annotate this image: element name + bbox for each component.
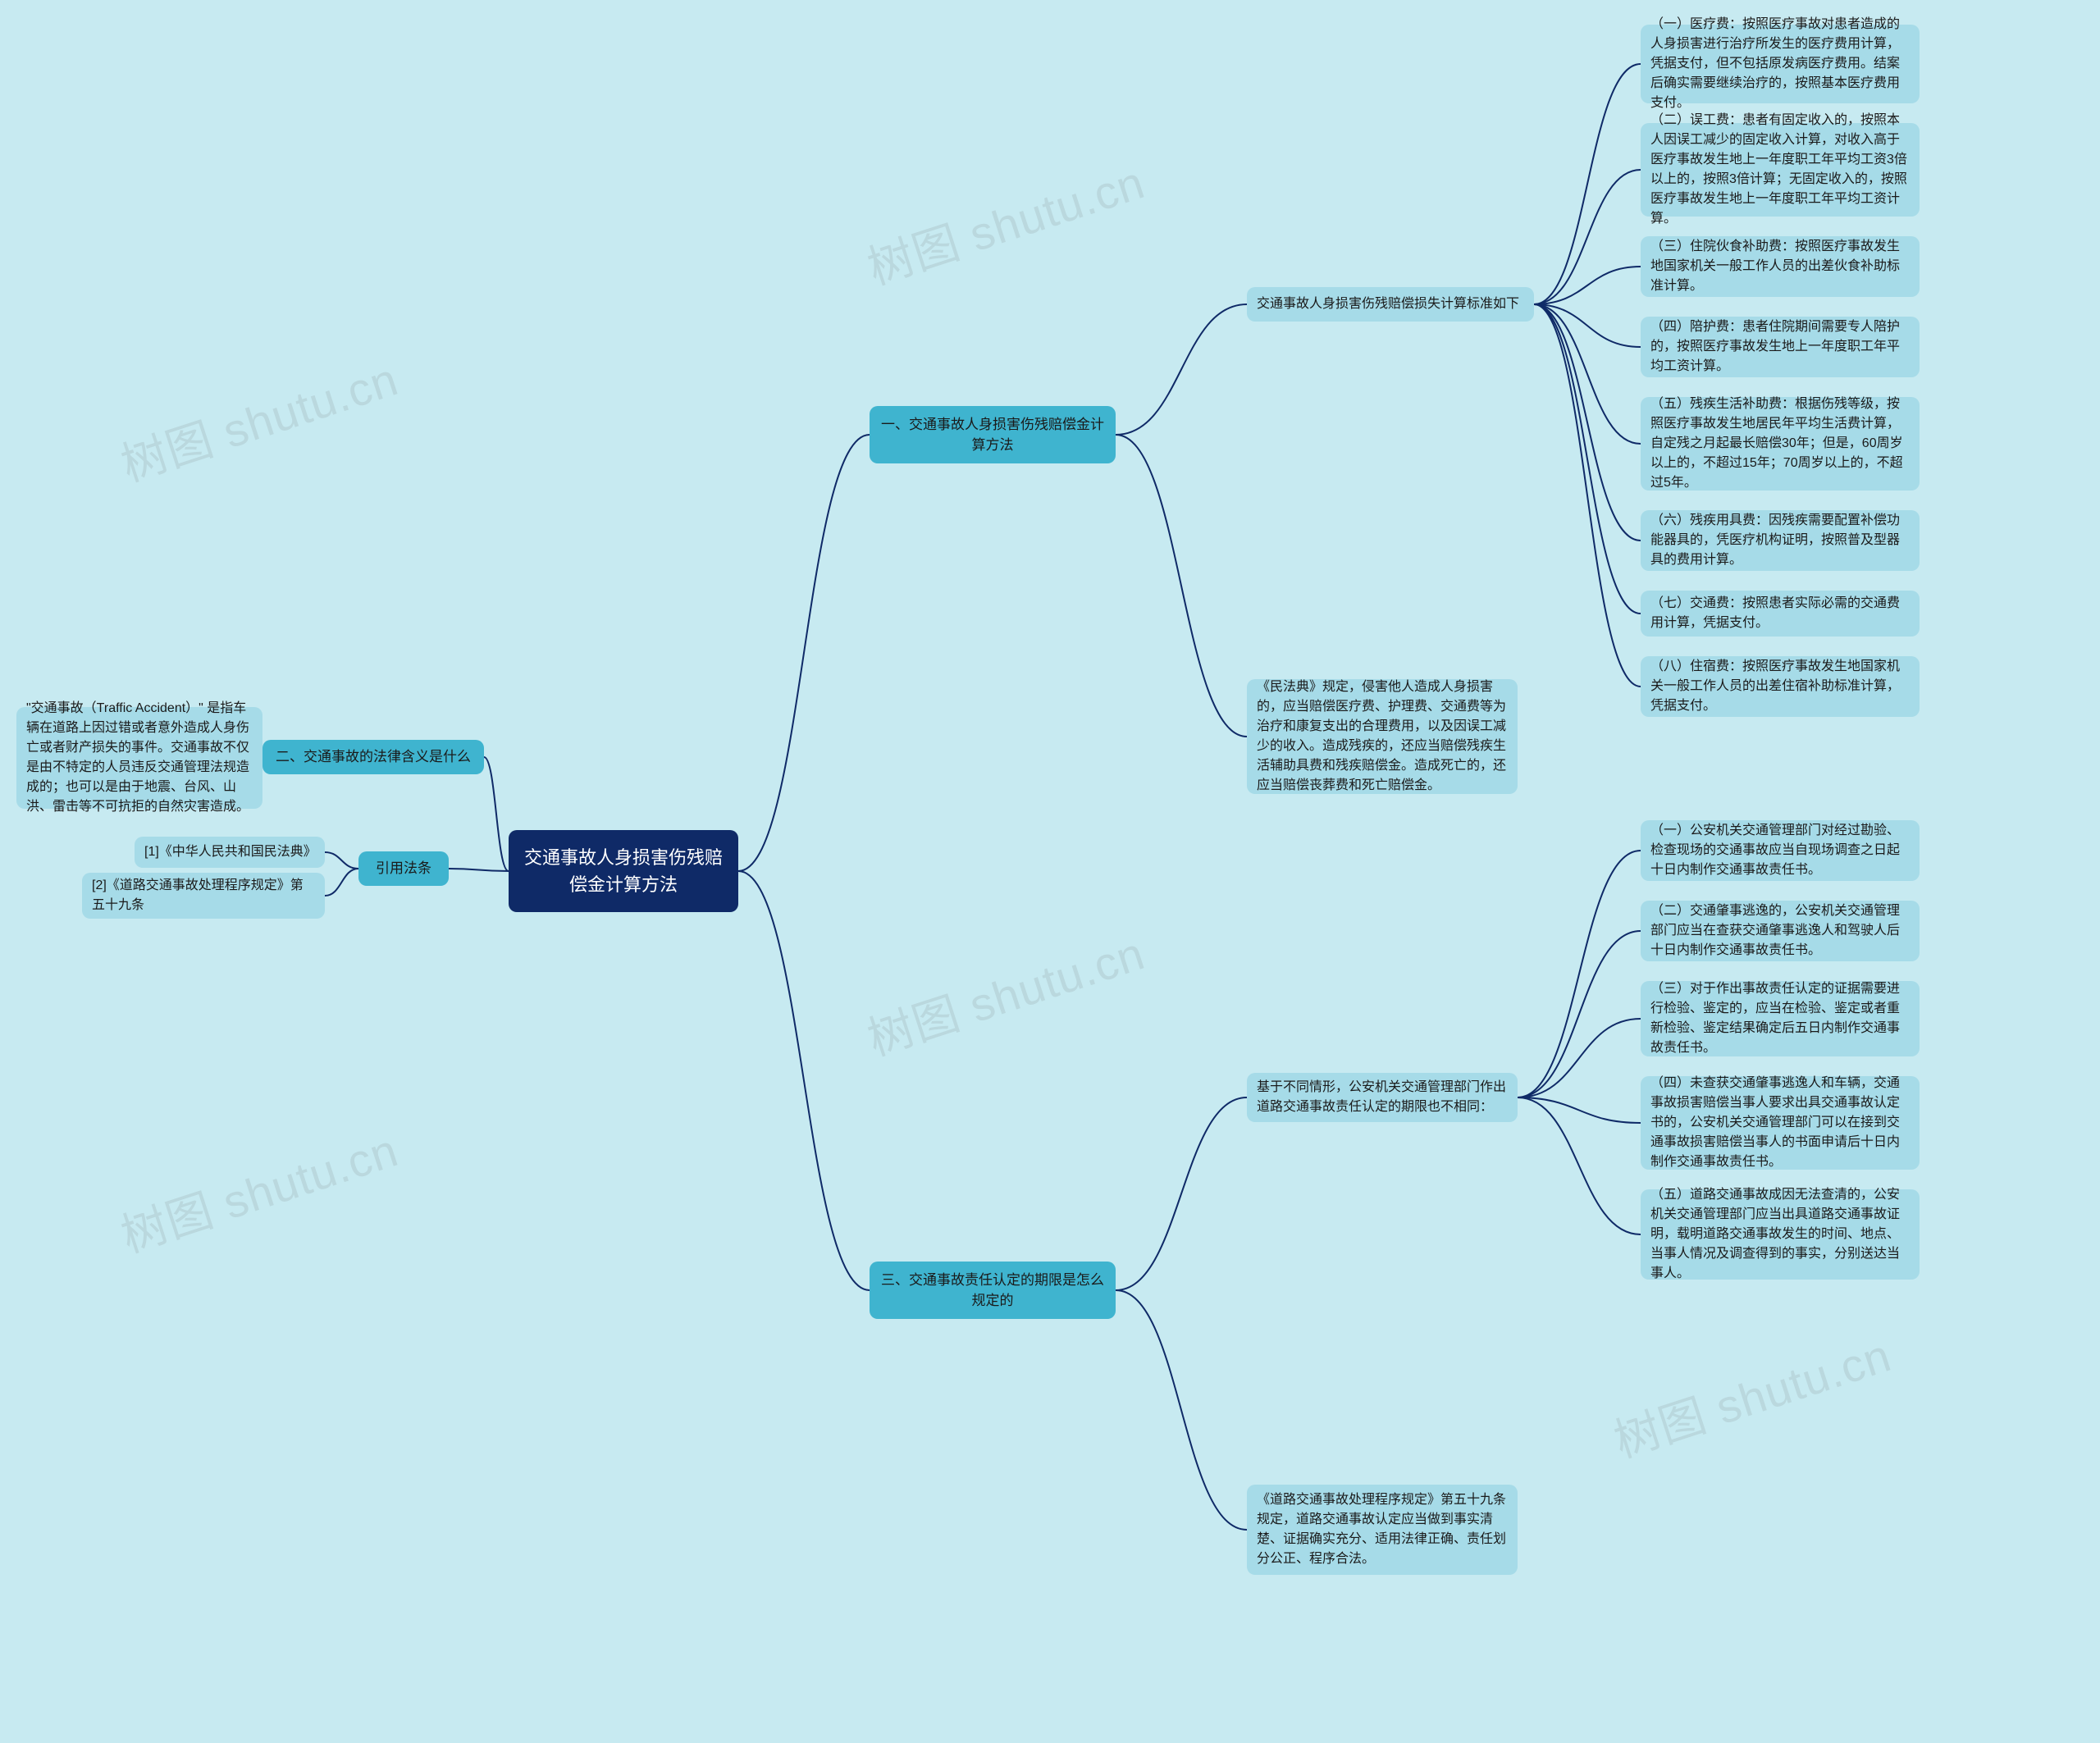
watermark: 树图 shutu.cn — [112, 343, 405, 495]
sub-label: 《民法典》规定，侵害他人造成人身损害的，应当赔偿医疗费、护理费、交通费等为治疗和… — [1257, 678, 1508, 796]
watermark: 树图 shutu.cn — [1605, 1319, 1898, 1471]
leaf-l12[interactable]: （一）公安机关交通管理部门对经过勘验、检查现场的交通事故应当自现场调查之日起十日… — [1641, 820, 1920, 881]
leaf-label: [2]《道路交通事故处理程序规定》第五十九条 — [92, 876, 315, 915]
leaf-l13[interactable]: （二）交通肇事逃逸的，公安机关交通管理部门应当在查获交通肇事逃逸人和驾驶人后十日… — [1641, 901, 1920, 961]
leaf-label: （二）误工费：患者有固定收入的，按照本人因误工减少的固定收入计算，对收入高于医疗… — [1650, 111, 1910, 229]
leaf-l1[interactable]: （一）医疗费：按照医疗事故对患者造成的人身损害进行治疗所发生的医疗费用计算，凭据… — [1641, 25, 1920, 103]
leaf-l2[interactable]: （二）误工费：患者有固定收入的，按照本人因误工减少的固定收入计算，对收入高于医疗… — [1641, 123, 1920, 217]
mindmap-canvas: 树图 shutu.cn 树图 shutu.cn 树图 shutu.cn 树图 shut… — [0, 0, 2100, 1743]
sub-s3a[interactable]: 基于不同情形，公安机关交通管理部门作出道路交通事故责任认定的期限也不相同： — [1247, 1073, 1518, 1122]
branch-b2[interactable]: 二、交通事故的法律含义是什么 — [262, 740, 484, 774]
sub-s1a[interactable]: 交通事故人身损害伤残赔偿损失计算标准如下 — [1247, 287, 1534, 322]
leaf-label: [1]《中华人民共和国民法典》 — [144, 842, 315, 862]
leaf-l14[interactable]: （三）对于作出事故责任认定的证据需要进行检验、鉴定的，应当在检验、鉴定或者重新检… — [1641, 981, 1920, 1056]
leaf-l15[interactable]: （四）未查获交通肇事逃逸人和车辆，交通事故损害赔偿当事人要求出具交通事故认定书的… — [1641, 1076, 1920, 1170]
leaf-l8[interactable]: （八）住宿费：按照医疗事故发生地国家机关一般工作人员的出差住宿补助标准计算，凭据… — [1641, 656, 1920, 717]
sub-label: 《道路交通事故处理程序规定》第五十九条规定，道路交通事故认定应当做到事实清楚、证… — [1257, 1490, 1508, 1569]
sub-label: 基于不同情形，公安机关交通管理部门作出道路交通事故责任认定的期限也不相同： — [1257, 1078, 1508, 1117]
leaf-label: （一）医疗费：按照医疗事故对患者造成的人身损害进行治疗所发生的医疗费用计算，凭据… — [1650, 15, 1910, 113]
leaf-label: （八）住宿费：按照医疗事故发生地国家机关一般工作人员的出差住宿补助标准计算，凭据… — [1650, 657, 1910, 716]
watermark: 树图 shutu.cn — [858, 917, 1152, 1069]
leaf-label: （三）住院伙食补助费：按照医疗事故发生地国家机关一般工作人员的出差伙食补助标准计… — [1650, 237, 1910, 296]
leaf-l9[interactable]: "交通事故（Traffic Accident）" 是指车辆在道路上因过错或者意外… — [16, 707, 262, 809]
leaf-l11[interactable]: [2]《道路交通事故处理程序规定》第五十九条 — [82, 873, 325, 919]
sub-label: 交通事故人身损害伤残赔偿损失计算标准如下 — [1257, 294, 1519, 314]
leaf-l4[interactable]: （四）陪护费：患者住院期间需要专人陪护的，按照医疗事故发生地上一年度职工年平均工… — [1641, 317, 1920, 377]
leaf-label: "交通事故（Traffic Accident）" 是指车辆在道路上因过错或者意外… — [26, 699, 253, 817]
sub-s3b[interactable]: 《道路交通事故处理程序规定》第五十九条规定，道路交通事故认定应当做到事实清楚、证… — [1247, 1485, 1518, 1575]
root-node[interactable]: 交通事故人身损害伤残赔偿金计算方法 — [509, 830, 738, 912]
leaf-label: （一）公安机关交通管理部门对经过勘验、检查现场的交通事故应当自现场调查之日起十日… — [1650, 821, 1910, 880]
watermark: 树图 shutu.cn — [112, 1114, 405, 1266]
root-label: 交通事故人身损害伤残赔偿金计算方法 — [520, 844, 727, 898]
branch-ref[interactable]: 引用法条 — [358, 851, 449, 886]
leaf-l7[interactable]: （七）交通费：按照患者实际必需的交通费用计算，凭据支付。 — [1641, 591, 1920, 637]
leaf-label: （五）残疾生活补助费：根据伤残等级，按照医疗事故发生地居民年平均生活费计算，自定… — [1650, 395, 1910, 493]
leaf-l3[interactable]: （三）住院伙食补助费：按照医疗事故发生地国家机关一般工作人员的出差伙食补助标准计… — [1641, 236, 1920, 297]
leaf-l6[interactable]: （六）残疾用具费：因残疾需要配置补偿功能器具的，凭医疗机构证明，按照普及型器具的… — [1641, 510, 1920, 571]
leaf-l5[interactable]: （五）残疾生活补助费：根据伤残等级，按照医疗事故发生地居民年平均生活费计算，自定… — [1641, 397, 1920, 491]
leaf-label: （三）对于作出事故责任认定的证据需要进行检验、鉴定的，应当在检验、鉴定或者重新检… — [1650, 979, 1910, 1058]
branch-label: 一、交通事故人身损害伤残赔偿金计算方法 — [881, 414, 1104, 456]
leaf-label: （四）陪护费：患者住院期间需要专人陪护的，按照医疗事故发生地上一年度职工年平均工… — [1650, 317, 1910, 376]
leaf-label: （六）残疾用具费：因残疾需要配置补偿功能器具的，凭医疗机构证明，按照普及型器具的… — [1650, 511, 1910, 570]
leaf-l10[interactable]: [1]《中华人民共和国民法典》 — [135, 837, 325, 868]
branch-label: 引用法条 — [376, 858, 431, 879]
branch-b1[interactable]: 一、交通事故人身损害伤残赔偿金计算方法 — [870, 406, 1116, 463]
leaf-label: （二）交通肇事逃逸的，公安机关交通管理部门应当在查获交通肇事逃逸人和驾驶人后十日… — [1650, 901, 1910, 960]
leaf-l16[interactable]: （五）道路交通事故成因无法查清的，公安机关交通管理部门应当出具道路交通事故证明，… — [1641, 1189, 1920, 1280]
sub-s1b[interactable]: 《民法典》规定，侵害他人造成人身损害的，应当赔偿医疗费、护理费、交通费等为治疗和… — [1247, 679, 1518, 794]
leaf-label: （七）交通费：按照患者实际必需的交通费用计算，凭据支付。 — [1650, 594, 1910, 633]
watermark: 树图 shutu.cn — [858, 146, 1152, 298]
branch-label: 三、交通事故责任认定的期限是怎么规定的 — [881, 1270, 1104, 1312]
branch-b3[interactable]: 三、交通事故责任认定的期限是怎么规定的 — [870, 1262, 1116, 1319]
leaf-label: （五）道路交通事故成因无法查清的，公安机关交通管理部门应当出具道路交通事故证明，… — [1650, 1185, 1910, 1284]
branch-label: 二、交通事故的法律含义是什么 — [276, 746, 471, 768]
leaf-label: （四）未查获交通肇事逃逸人和车辆，交通事故损害赔偿当事人要求出具交通事故认定书的… — [1650, 1074, 1910, 1172]
